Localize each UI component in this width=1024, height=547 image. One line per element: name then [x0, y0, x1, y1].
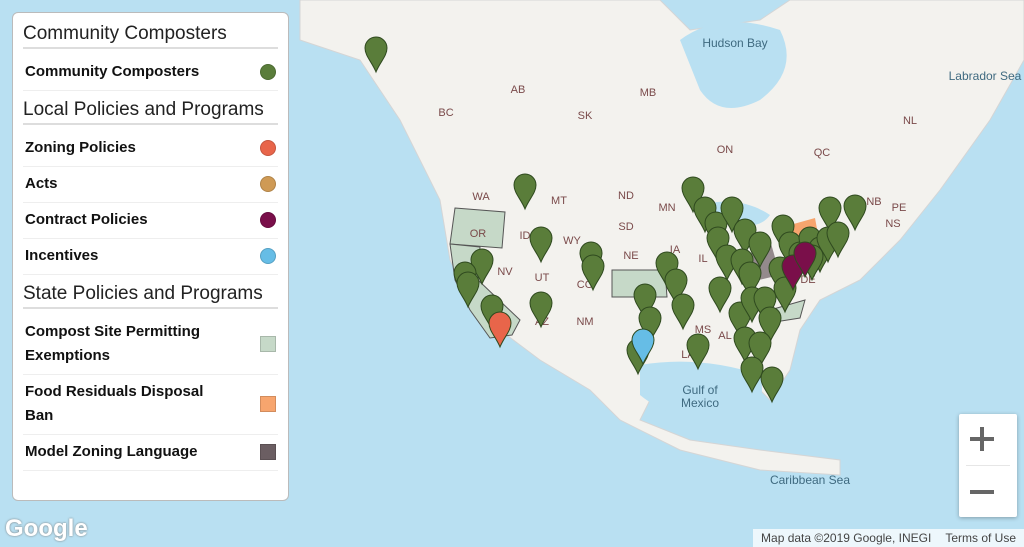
map-label: SK — [578, 110, 593, 122]
legend: Community Composters Community Composters… — [12, 12, 289, 501]
legend-swatch — [260, 140, 276, 156]
map-marker[interactable] — [748, 231, 772, 269]
map-label: ON — [717, 144, 734, 156]
zoom-control[interactable] — [959, 414, 1017, 517]
map-label: NE — [623, 250, 638, 262]
map-marker[interactable] — [633, 283, 657, 321]
terms-link[interactable]: Terms of Use — [945, 531, 1016, 545]
map-marker[interactable] — [748, 331, 772, 369]
map-label: BC — [438, 107, 453, 119]
map-marker[interactable] — [664, 268, 688, 306]
legend-label: Acts — [25, 175, 58, 192]
legend-swatch — [260, 336, 276, 352]
map-label: WY — [563, 235, 581, 247]
legend-section-title: Local Policies and Programs — [23, 99, 278, 125]
map-label: MT — [551, 195, 567, 207]
map-marker[interactable] — [720, 196, 744, 234]
map-label: IL — [698, 253, 707, 265]
map-marker[interactable] — [740, 356, 764, 394]
map-data: Map data ©2019 Google, INEGI — [761, 531, 932, 545]
map-label: NL — [903, 115, 917, 127]
map-marker[interactable] — [708, 276, 732, 314]
legend-label: Food Residuals Disposal Ban — [25, 383, 204, 424]
map-marker[interactable] — [793, 241, 817, 279]
map-label: PE — [892, 202, 907, 214]
legend-section-title: Community Composters — [23, 23, 278, 49]
legend-section-title: State Policies and Programs — [23, 283, 278, 309]
map-marker[interactable] — [529, 226, 553, 264]
legend-item[interactable]: Food Residuals Disposal Ban — [23, 375, 278, 435]
map-marker[interactable] — [686, 333, 710, 371]
map-label: WA — [472, 191, 490, 203]
map-label: NB — [866, 196, 881, 208]
map-label: ND — [618, 190, 634, 202]
legend-swatch — [260, 64, 276, 80]
legend-item[interactable]: Community Composters — [23, 55, 278, 91]
legend-label: Compost Site Permitting Exemptions — [25, 323, 201, 364]
map-marker[interactable] — [753, 286, 777, 324]
legend-swatch — [260, 396, 276, 412]
map-label: MN — [658, 202, 675, 214]
map-label: UT — [535, 272, 550, 284]
legend-item[interactable]: Zoning Policies — [23, 131, 278, 167]
map-label: Caribbean Sea — [770, 473, 850, 487]
map-label: NS — [885, 218, 900, 230]
map-label: AB — [511, 84, 526, 96]
legend-label: Zoning Policies — [25, 139, 136, 156]
map-marker[interactable] — [529, 291, 553, 329]
legend-item[interactable]: Contract Policies — [23, 203, 278, 239]
legend-label: Contract Policies — [25, 211, 148, 228]
legend-item[interactable]: Acts — [23, 167, 278, 203]
attribution: Map data ©2019 Google, INEGI Terms of Us… — [753, 529, 1024, 547]
legend-swatch — [260, 444, 276, 460]
map-marker[interactable] — [681, 176, 705, 214]
map-marker[interactable] — [631, 328, 655, 366]
map-marker[interactable] — [513, 173, 537, 211]
google-logo[interactable]: Google — [5, 515, 88, 542]
map-label: Mexico — [681, 396, 719, 410]
map-marker[interactable] — [760, 366, 784, 404]
map-marker[interactable] — [456, 271, 480, 309]
map-label: Gulf of — [682, 383, 718, 397]
map-marker[interactable] — [758, 306, 782, 344]
map-label: AL — [718, 330, 731, 342]
legend-label: Incentives — [25, 247, 99, 264]
map-label: OR — [470, 228, 487, 240]
legend-item[interactable]: Compost Site Permitting Exemptions — [23, 315, 278, 375]
map-marker[interactable] — [671, 293, 695, 331]
map-label: SD — [618, 221, 633, 233]
map-marker[interactable] — [488, 311, 512, 349]
map-label: Labrador Sea — [949, 69, 1022, 83]
map-marker[interactable] — [581, 254, 605, 292]
state-oregon — [449, 207, 506, 249]
map-marker[interactable] — [818, 196, 842, 234]
legend-swatch — [260, 212, 276, 228]
map-label: ID — [520, 230, 531, 242]
map-label: NM — [576, 316, 593, 328]
map-marker[interactable] — [638, 306, 662, 344]
map-marker[interactable] — [738, 261, 762, 299]
hudson-bay — [680, 22, 787, 108]
gulf — [640, 361, 762, 425]
legend-swatch — [260, 248, 276, 264]
map-label: NV — [497, 266, 513, 278]
legend-label: Model Zoning Language — [25, 443, 198, 460]
map-label: MS — [695, 324, 712, 336]
legend-item[interactable]: Model Zoning Language — [23, 435, 278, 471]
map-marker[interactable] — [826, 221, 850, 259]
legend-label: Community Composters — [25, 63, 200, 80]
map-label: IA — [670, 244, 681, 256]
legend-swatch — [260, 176, 276, 192]
legend-item[interactable]: Incentives — [23, 239, 278, 275]
map-marker[interactable] — [843, 194, 867, 232]
map-label: QC — [814, 147, 831, 159]
map-label: Hudson Bay — [702, 36, 767, 50]
map-marker[interactable] — [364, 36, 388, 74]
map-label: MB — [640, 87, 657, 99]
